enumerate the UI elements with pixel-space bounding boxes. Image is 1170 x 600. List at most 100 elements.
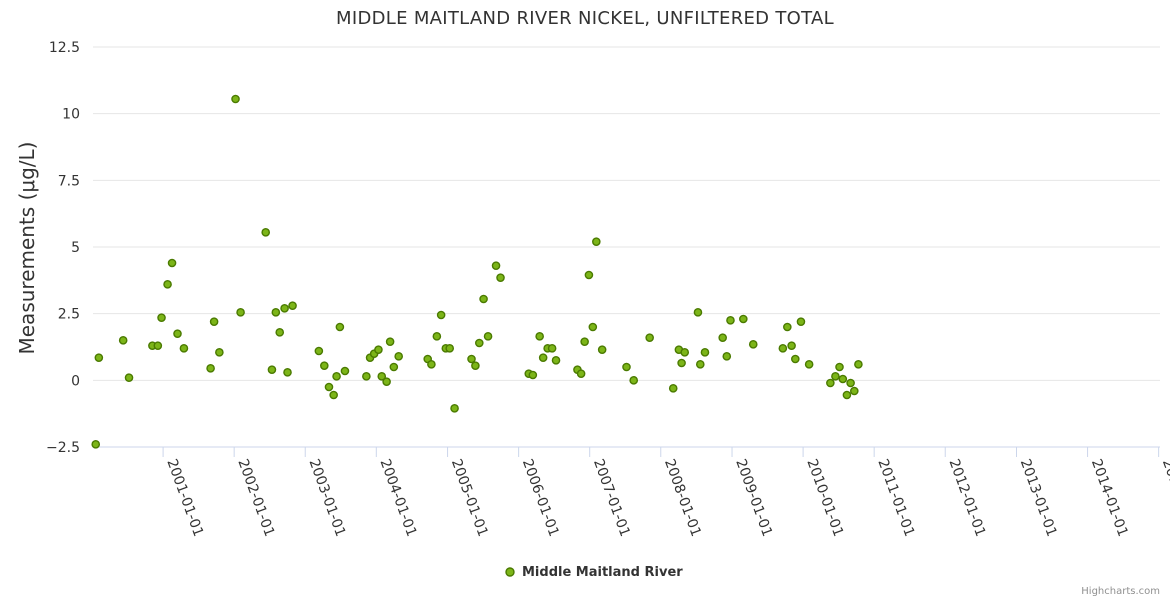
data-point[interactable] — [535, 332, 544, 341]
data-point[interactable] — [382, 377, 391, 386]
data-point[interactable] — [215, 348, 224, 357]
y-tick-label: 10 — [62, 107, 80, 123]
data-point[interactable] — [804, 360, 814, 369]
y-tick-label: 2.5 — [58, 307, 80, 323]
data-point[interactable] — [471, 361, 480, 370]
data-point[interactable] — [179, 344, 189, 353]
legend-marker[interactable] — [505, 567, 515, 577]
data-point[interactable] — [332, 372, 341, 381]
data-point[interactable] — [206, 364, 215, 373]
data-point[interactable] — [432, 332, 442, 341]
data-point[interactable] — [831, 372, 840, 381]
data-point[interactable] — [846, 378, 855, 388]
data-point[interactable] — [592, 237, 601, 246]
data-point[interactable] — [700, 348, 710, 357]
data-point[interactable] — [850, 386, 859, 396]
data-point[interactable] — [163, 280, 172, 289]
data-point[interactable] — [597, 345, 607, 354]
data-point[interactable] — [231, 94, 240, 104]
data-point[interactable] — [580, 337, 589, 346]
data-point[interactable] — [551, 356, 561, 365]
y-tick-label: 7.5 — [58, 173, 80, 189]
data-point[interactable] — [835, 362, 844, 372]
data-point[interactable] — [547, 344, 557, 353]
data-point[interactable] — [389, 362, 399, 372]
gridlines — [93, 46, 1160, 381]
data-point[interactable] — [124, 373, 134, 382]
data-point[interactable] — [385, 337, 395, 346]
y-axis-label: Measurements (μg/L) — [15, 142, 39, 355]
data-point[interactable] — [94, 353, 104, 362]
data-point[interactable] — [677, 358, 686, 368]
y-axis-tick-labels: −2.5 0 2.5 5 7.5 10 12.5 — [46, 40, 80, 456]
data-point[interactable] — [314, 346, 324, 356]
data-point[interactable] — [783, 322, 792, 332]
data-point[interactable] — [320, 361, 329, 370]
data-point[interactable] — [791, 354, 800, 364]
data-point[interactable] — [374, 345, 383, 354]
data-point[interactable] — [496, 273, 505, 282]
data-point[interactable] — [629, 376, 639, 385]
data-point[interactable] — [479, 294, 488, 304]
data-point[interactable] — [362, 372, 371, 381]
data-point[interactable] — [427, 360, 436, 369]
data-point[interactable] — [668, 384, 678, 393]
data-point[interactable] — [236, 308, 245, 317]
data-point[interactable] — [436, 310, 446, 320]
data-point[interactable] — [280, 304, 289, 313]
data-point[interactable] — [695, 360, 705, 369]
data-point[interactable] — [157, 313, 166, 322]
data-point[interactable] — [324, 382, 334, 392]
data-point[interactable] — [718, 333, 727, 342]
credits-link[interactable]: Highcharts.com — [1081, 586, 1160, 597]
data-point[interactable] — [680, 348, 690, 357]
data-point[interactable] — [283, 368, 292, 377]
data-point[interactable] — [173, 329, 182, 338]
data-point[interactable] — [475, 338, 484, 348]
data-point[interactable] — [267, 365, 277, 374]
data-point[interactable] — [445, 344, 455, 353]
data-point[interactable] — [748, 340, 758, 349]
data-point[interactable] — [584, 270, 594, 280]
legend-item-label[interactable]: Middle Maitland River — [522, 565, 683, 580]
data-point[interactable] — [838, 374, 848, 384]
data-point[interactable] — [329, 390, 338, 400]
data-point[interactable] — [335, 322, 345, 332]
data-point[interactable] — [528, 370, 538, 380]
data-point[interactable] — [842, 390, 852, 400]
legend[interactable]: Middle Maitland River — [505, 565, 683, 580]
data-point[interactable] — [491, 261, 501, 270]
data-point[interactable] — [588, 322, 598, 332]
data-point[interactable] — [467, 354, 476, 364]
data-point[interactable] — [450, 404, 459, 413]
data-point[interactable] — [796, 317, 806, 326]
data-point[interactable] — [483, 332, 493, 341]
data-point[interactable] — [340, 366, 350, 376]
data-point[interactable] — [739, 314, 748, 324]
data-point[interactable] — [209, 317, 219, 326]
y-tick-label: 12.5 — [49, 40, 80, 56]
data-point[interactable] — [538, 353, 548, 362]
data-point[interactable] — [271, 308, 281, 317]
data-point[interactable] — [576, 369, 586, 378]
data-point[interactable] — [722, 352, 732, 361]
data-point[interactable] — [787, 341, 796, 350]
data-point[interactable] — [118, 336, 128, 345]
data-point[interactable] — [645, 333, 654, 342]
data-point[interactable] — [167, 258, 177, 268]
data-point[interactable] — [261, 228, 271, 237]
data-point[interactable] — [778, 344, 788, 353]
data-point[interactable] — [693, 308, 703, 317]
data-point[interactable] — [275, 328, 285, 337]
data-point[interactable] — [153, 341, 163, 350]
data-point[interactable] — [91, 440, 101, 449]
data-point[interactable] — [826, 378, 835, 388]
data-point[interactable] — [726, 316, 735, 325]
data-point[interactable] — [288, 301, 297, 310]
y-tick-label: 0 — [71, 373, 80, 389]
data-point[interactable] — [622, 362, 631, 372]
data-point[interactable] — [854, 360, 863, 369]
data-point[interactable] — [394, 352, 403, 361]
data-point[interactable] — [377, 372, 387, 381]
